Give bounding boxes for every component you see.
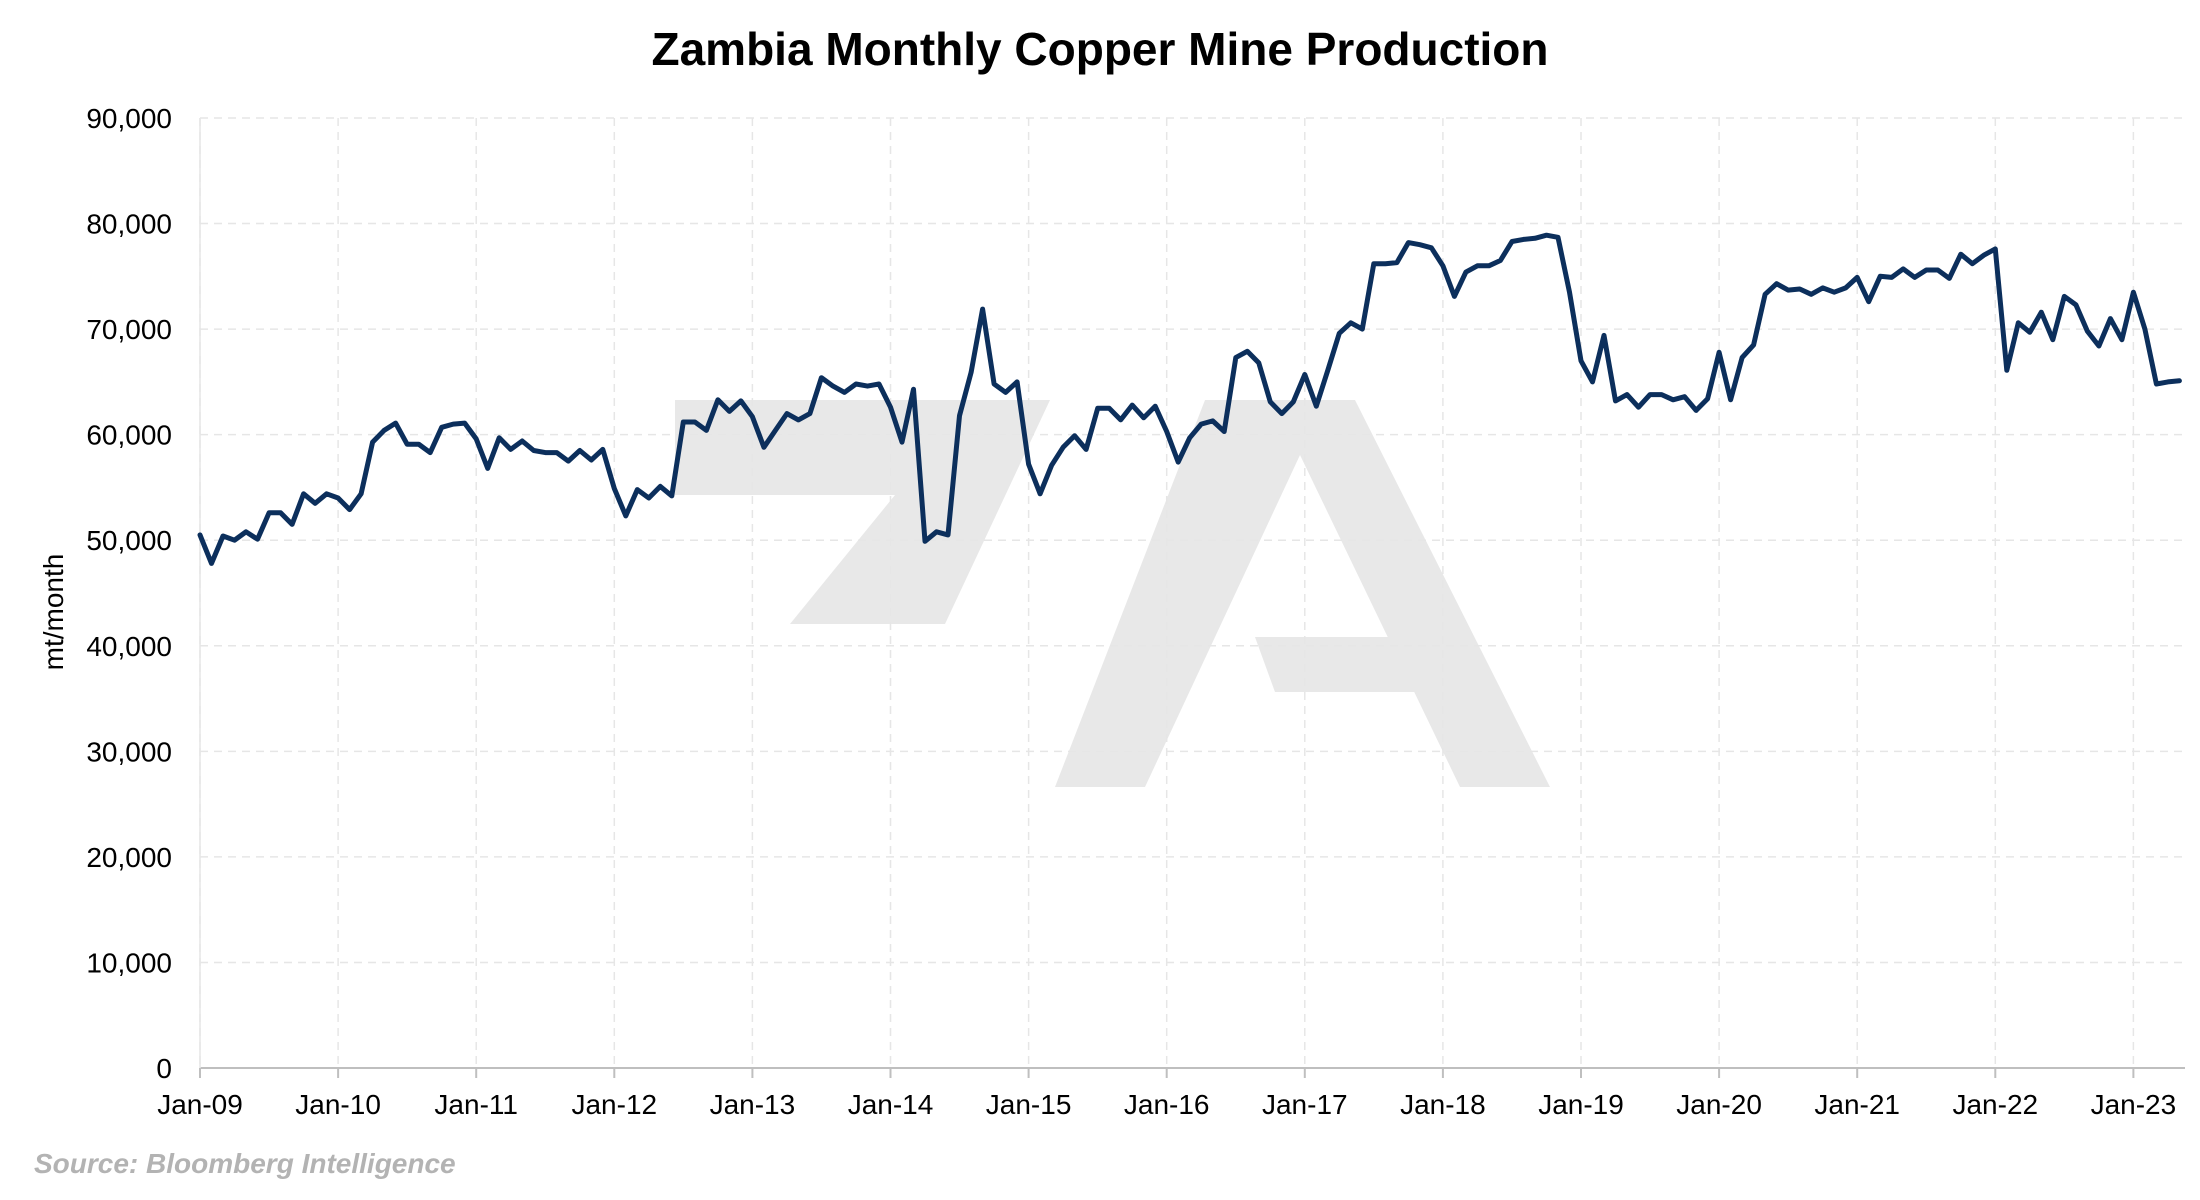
y-tick-label: 0 xyxy=(156,1053,172,1084)
x-tick-label: Jan-18 xyxy=(1400,1089,1486,1120)
axes xyxy=(199,118,2185,1078)
x-tick-label: Jan-13 xyxy=(710,1089,796,1120)
x-tick-label: Jan-16 xyxy=(1124,1089,1210,1120)
y-tick-label: 40,000 xyxy=(86,631,172,662)
x-tick-label: Jan-15 xyxy=(986,1089,1072,1120)
y-tick-label: 30,000 xyxy=(86,736,172,767)
series-layer xyxy=(197,232,2182,566)
series-line-production xyxy=(197,232,2182,566)
x-tick-label: Jan-14 xyxy=(848,1089,934,1120)
y-tick-label: 50,000 xyxy=(86,525,172,556)
x-tick-label: Jan-23 xyxy=(2091,1089,2177,1120)
y-tick-label: 90,000 xyxy=(86,103,172,134)
x-tick-label: Jan-20 xyxy=(1676,1089,1762,1120)
chart-title: Zambia Monthly Copper Mine Production xyxy=(651,23,1549,75)
x-tick-label: Jan-21 xyxy=(1814,1089,1900,1120)
x-tick-label: Jan-19 xyxy=(1538,1089,1624,1120)
y-axis-ticks: 0 10,000 20,000 30,000 40,000 50,000 60,000 70,… xyxy=(86,103,172,1084)
x-tick-label: Jan-10 xyxy=(295,1089,381,1120)
y-tick-label: 70,000 xyxy=(86,314,172,345)
y-axis-title: mt/month xyxy=(38,554,69,671)
source-note: Source: Bloomberg Intelligence xyxy=(34,1148,456,1179)
y-tick-label: 60,000 xyxy=(86,420,172,451)
y-tick-label: 10,000 xyxy=(86,947,172,978)
y-tick-label: 80,000 xyxy=(86,209,172,240)
x-tick-label: Jan-12 xyxy=(571,1089,657,1120)
watermark-logo xyxy=(675,400,1550,787)
x-tick-label: Jan-11 xyxy=(434,1089,518,1120)
x-tick-label: Jan-22 xyxy=(1952,1089,2038,1120)
y-tick-label: 20,000 xyxy=(86,842,172,873)
x-axis-ticks: Jan-09 Jan-10 Jan-11 Jan-12 Jan-13 Jan-14 Jan-… xyxy=(157,1089,2176,1120)
gridlines xyxy=(199,117,2185,1068)
x-tick-label: Jan-09 xyxy=(157,1089,243,1120)
x-tick-label: Jan-17 xyxy=(1262,1089,1348,1120)
